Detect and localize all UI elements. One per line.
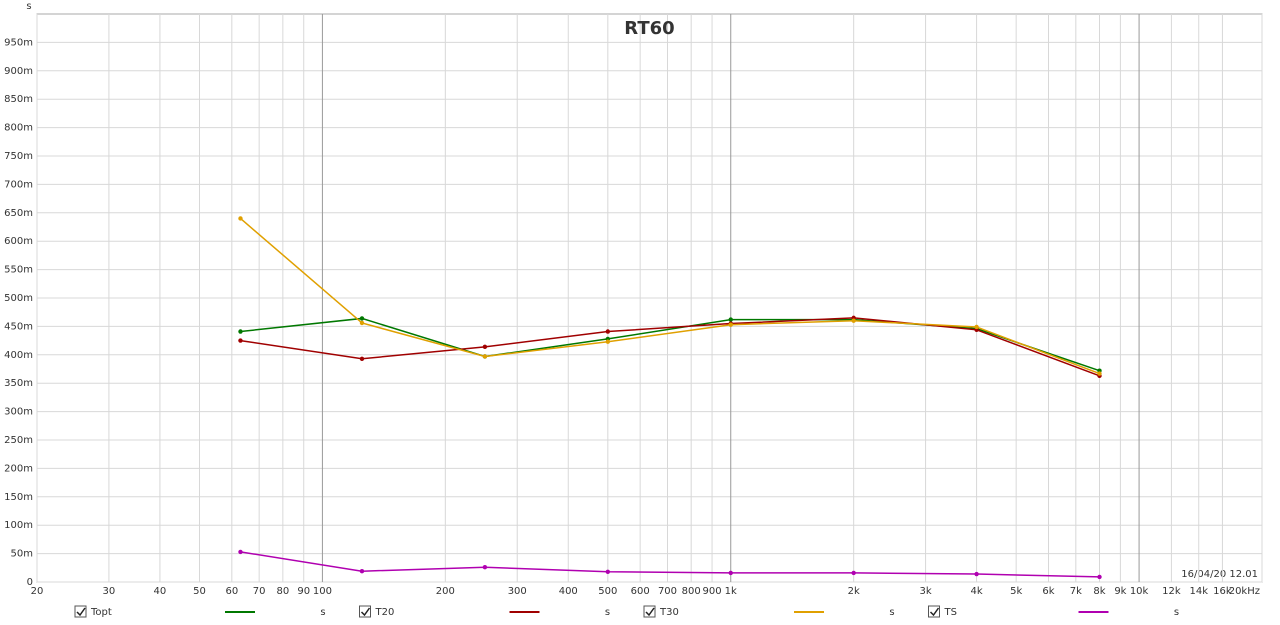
data-point	[728, 570, 733, 576]
x-tick-label: 10k	[1130, 586, 1149, 597]
data-point	[482, 565, 488, 570]
legend-unit: s	[320, 607, 325, 618]
legend-label: T20	[375, 607, 395, 618]
x-tick-label: 700	[658, 586, 677, 597]
x-tick-label: 20kHz	[1229, 586, 1260, 597]
legend-checkbox[interactable]	[643, 605, 656, 618]
y-tick-label: 400m	[4, 350, 33, 361]
x-tick-label: 5k	[1010, 586, 1022, 597]
y-unit: s	[26, 1, 31, 12]
x-tick-label: 900	[703, 586, 722, 597]
x-tick-label: 6k	[1042, 586, 1054, 597]
legend-checkmark	[360, 607, 371, 617]
legend-checkmark	[929, 607, 940, 617]
x-tick-label: 9k	[1114, 586, 1126, 597]
x-tick-label: 300	[508, 586, 527, 597]
data-point	[238, 549, 243, 555]
x-tick-label: 80	[276, 586, 289, 597]
y-tick-label: 450m	[4, 321, 33, 332]
legend-checkbox[interactable]	[359, 605, 371, 618]
x-tick-label: 1k	[725, 586, 737, 597]
x-tick-label: 50	[193, 586, 206, 597]
data-point	[359, 356, 365, 361]
x-tick-label: 4k	[971, 586, 983, 597]
data-point	[605, 329, 611, 334]
x-tick-label: 8k	[1093, 586, 1105, 597]
y-tick-label: 350m	[4, 378, 33, 389]
x-tick-label: 100	[313, 586, 332, 597]
y-tick-label: 750m	[4, 151, 33, 162]
y-tick-label: 800m	[4, 123, 33, 134]
data-point	[238, 338, 243, 343]
x-tick-label: 20	[31, 586, 44, 597]
data-point	[851, 318, 856, 323]
y-tick-label: 250m	[4, 435, 33, 446]
x-tick-label: 40	[154, 586, 167, 597]
x-tick-label: 16k	[1213, 586, 1232, 597]
legend-checkmark	[76, 607, 86, 617]
y-tick-label: 50m	[11, 549, 33, 560]
y-tick-label: 650m	[4, 208, 33, 219]
series-line	[240, 317, 1100, 377]
data-point	[728, 322, 733, 327]
legend-checkbox[interactable]	[928, 605, 940, 618]
legend-label: TS	[944, 607, 957, 618]
y-tick-label: 200m	[4, 463, 33, 474]
y-tick-label: 550m	[4, 265, 33, 276]
x-tick-label: 200	[436, 586, 455, 597]
legend-unit: s	[1174, 607, 1179, 618]
legend-label: Topt	[90, 607, 112, 618]
data-point	[359, 569, 365, 574]
legend-label: T30	[659, 607, 679, 618]
y-tick-label: 150m	[4, 492, 33, 503]
x-tick-label: 2k	[848, 586, 860, 597]
y-tick-label: 300m	[4, 407, 33, 418]
y-tick-label: 500m	[4, 293, 33, 304]
legend-checkbox[interactable]	[74, 605, 87, 618]
legend-unit: s	[605, 607, 610, 618]
y-tick-label: 900m	[4, 66, 33, 77]
x-tick-label: 12k	[1162, 586, 1181, 597]
data-point	[974, 324, 979, 330]
data-point	[482, 354, 488, 359]
x-tick-label: 400	[559, 586, 578, 597]
x-tick-label: 500	[598, 586, 617, 597]
x-tick-label: 3k	[919, 586, 931, 597]
legend-unit: s	[889, 607, 894, 618]
legend-checkmark	[645, 607, 655, 617]
y-tick-label: 850m	[4, 94, 33, 105]
x-tick-label: 600	[631, 586, 650, 597]
data-point	[605, 569, 611, 574]
timestamp: 16/04/20 12.01	[1181, 569, 1258, 580]
data-point	[605, 339, 611, 344]
data-point	[1097, 574, 1102, 580]
x-tick-label: 7k	[1070, 586, 1082, 597]
data-point	[1097, 371, 1102, 376]
data-point	[359, 320, 365, 326]
data-point	[974, 571, 979, 577]
series-line	[240, 551, 1100, 578]
x-tick-label: 90	[297, 586, 310, 597]
x-tick-label: 60	[225, 586, 238, 597]
data-point	[238, 329, 243, 334]
y-tick-label: 950m	[4, 37, 33, 48]
x-tick-label: 14k	[1189, 586, 1208, 597]
x-tick-label: 800	[682, 586, 701, 597]
data-point	[728, 317, 733, 322]
series-line	[239, 217, 1100, 375]
data-point	[359, 316, 365, 321]
x-tick-label: 30	[103, 586, 116, 597]
y-tick-label: 600m	[4, 236, 33, 247]
y-tick-label: 100m	[4, 520, 33, 531]
data-point	[238, 216, 243, 221]
data-point	[482, 344, 488, 350]
y-tick-label: 700m	[4, 179, 33, 190]
data-point	[851, 570, 856, 576]
y-tick-label: 0	[27, 577, 33, 588]
x-tick-label: 70	[253, 586, 266, 597]
chart-title: RT60	[624, 18, 674, 39]
